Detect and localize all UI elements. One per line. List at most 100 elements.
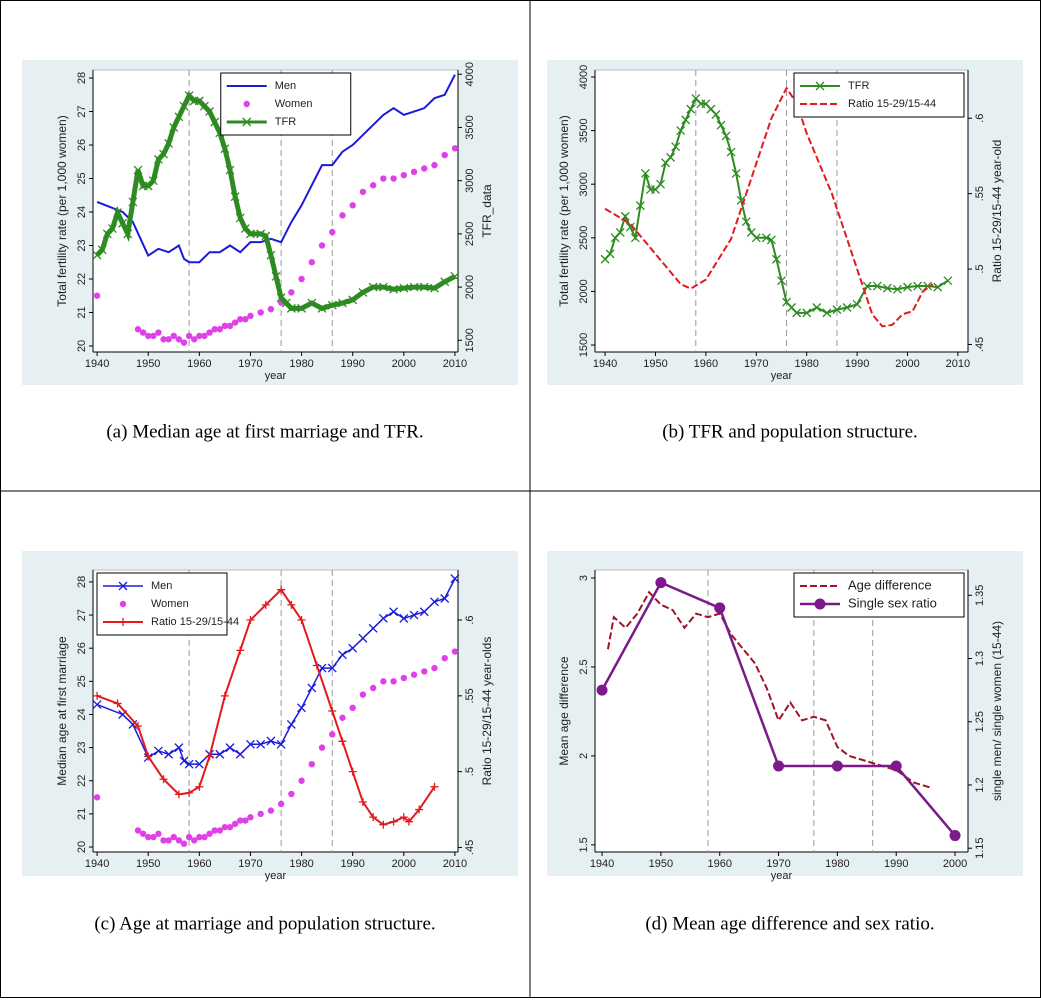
point xyxy=(237,315,244,323)
series-line xyxy=(96,74,456,264)
legend-marker xyxy=(118,581,128,591)
legend-label: TFR xyxy=(275,116,296,128)
legend-marker xyxy=(814,598,826,610)
point xyxy=(329,228,336,236)
point xyxy=(287,600,296,609)
point xyxy=(206,329,213,336)
x-tick-label: 1940 xyxy=(590,858,614,870)
point xyxy=(450,271,460,281)
point xyxy=(133,165,143,175)
legend-label: Men xyxy=(151,580,172,592)
point xyxy=(155,830,162,837)
point xyxy=(802,308,812,318)
point xyxy=(872,281,882,291)
point xyxy=(174,790,183,799)
point xyxy=(348,643,358,653)
point xyxy=(226,823,234,831)
point xyxy=(185,332,193,340)
point xyxy=(118,218,128,228)
x-tick-label: 1990 xyxy=(340,358,364,370)
point xyxy=(191,837,198,844)
point xyxy=(191,336,198,343)
point xyxy=(686,104,696,114)
point xyxy=(415,805,424,814)
x-tick-label: 1990 xyxy=(340,858,364,870)
point xyxy=(379,820,388,829)
point xyxy=(349,202,356,209)
point xyxy=(721,131,731,141)
point xyxy=(298,275,305,283)
caption: (c) Age at marriage and population struc… xyxy=(94,913,435,934)
point xyxy=(245,229,255,239)
point xyxy=(242,817,249,824)
point xyxy=(596,684,608,696)
point xyxy=(842,303,852,312)
y2-tick-label: 1.25 xyxy=(974,711,986,732)
point xyxy=(174,112,184,122)
point xyxy=(261,231,271,241)
point xyxy=(773,760,785,772)
point xyxy=(267,305,275,313)
series-line xyxy=(96,588,436,826)
point xyxy=(150,833,157,841)
point xyxy=(276,739,286,749)
point xyxy=(440,277,450,287)
point xyxy=(179,756,189,766)
point xyxy=(93,794,101,801)
point xyxy=(134,326,142,333)
point xyxy=(211,326,218,333)
x-tick-label: 1970 xyxy=(766,858,790,870)
point xyxy=(123,229,133,239)
legend-label: Women xyxy=(275,98,313,110)
x-tick-label: 2000 xyxy=(392,358,416,370)
point xyxy=(312,661,321,670)
point xyxy=(236,646,245,655)
point xyxy=(714,602,726,614)
y-tick-label: 21 xyxy=(76,808,88,820)
point xyxy=(256,229,266,239)
point xyxy=(216,326,223,333)
point xyxy=(298,777,305,784)
point xyxy=(286,719,296,729)
point xyxy=(399,283,409,293)
point xyxy=(389,607,399,617)
point xyxy=(812,303,822,312)
point xyxy=(378,613,388,623)
caption: (b) TFR and population structure. xyxy=(662,421,918,442)
point xyxy=(441,151,448,159)
y2-tick-label: 1.3 xyxy=(974,651,986,666)
point xyxy=(201,332,208,340)
point xyxy=(113,699,122,708)
point xyxy=(409,610,419,620)
point xyxy=(159,775,168,784)
point xyxy=(128,719,138,729)
y-tick-label: 24 xyxy=(76,708,88,720)
point xyxy=(267,807,275,814)
point xyxy=(348,767,357,776)
point xyxy=(409,282,419,292)
point xyxy=(822,308,832,318)
point xyxy=(92,700,102,709)
point xyxy=(329,731,336,738)
point xyxy=(226,322,234,330)
point xyxy=(389,284,399,294)
y-tick-label: 25 xyxy=(76,172,88,184)
point xyxy=(681,115,691,125)
x-tick-label: 2000 xyxy=(895,358,919,370)
legend-label: Women xyxy=(151,598,189,610)
point xyxy=(339,212,346,219)
y-axis-title: Mean age difference xyxy=(557,656,571,766)
x-tick-label: 1980 xyxy=(825,858,849,870)
y2-tick-label: 3500 xyxy=(464,115,476,139)
point xyxy=(185,788,194,797)
point xyxy=(235,749,245,759)
point xyxy=(771,254,781,264)
point xyxy=(943,276,953,286)
x-tick-label: 2000 xyxy=(943,858,967,870)
point xyxy=(419,282,429,292)
y-axis-title: Total fertility rate (per 1,000 women) xyxy=(55,115,69,306)
y-tick-label: 26 xyxy=(76,642,88,654)
point xyxy=(307,683,317,693)
x-tick-label: 2010 xyxy=(443,358,467,370)
